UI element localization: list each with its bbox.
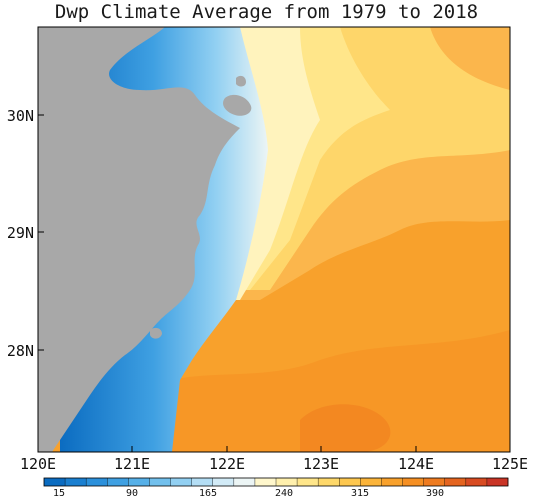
colorbar-swatch <box>360 478 382 486</box>
colorbar-swatch <box>149 478 171 486</box>
colorbar-swatch <box>212 478 235 486</box>
colorbar-swatch <box>86 478 108 486</box>
colorbar-swatch <box>170 478 192 486</box>
colorbar <box>43 477 509 487</box>
lon-label: 121E <box>114 455 150 473</box>
island-zhoushan <box>223 94 252 116</box>
island-small-2 <box>150 327 162 339</box>
lon-label: 120E <box>20 455 56 473</box>
colorbar-swatch <box>318 478 340 486</box>
colorbar-swatch <box>65 478 87 486</box>
lon-label: 122E <box>209 455 245 473</box>
lat-label: 29N <box>7 224 34 242</box>
colorbar-swatch <box>402 478 424 486</box>
colorbar-swatch <box>339 478 361 486</box>
lon-label: 125E <box>492 455 528 473</box>
sea-south-band <box>170 330 510 452</box>
colorbar-label: 315 <box>351 488 369 499</box>
colorbar-label: 390 <box>426 488 444 499</box>
colorbar-swatch <box>254 478 277 486</box>
lon-label: 124E <box>398 455 434 473</box>
colorbar-label: 165 <box>199 488 217 499</box>
colorbar-swatch <box>423 478 446 486</box>
colorbar-swatch <box>107 478 129 486</box>
colorbar-swatch <box>381 478 403 486</box>
colorbar-label: 240 <box>275 488 293 499</box>
colorbar-swatch <box>44 478 66 486</box>
lat-label: 28N <box>7 342 34 360</box>
land-mass <box>38 27 240 452</box>
map-field <box>38 27 510 452</box>
colorbar-label: 90 <box>126 488 138 499</box>
colorbar-swatch <box>276 478 298 486</box>
colorbar-swatch <box>128 478 150 486</box>
colorbar-swatch <box>233 478 256 486</box>
map-title: Dwp Climate Average from 1979 to 2018 <box>54 1 479 23</box>
colorbar-labels: 15 90 165 240 315 390 <box>53 488 444 499</box>
colorbar-swatch <box>486 478 509 486</box>
colorbar-swatch <box>465 478 488 486</box>
colorbar-label: 15 <box>53 488 65 499</box>
lat-axis: 30N 29N 28N <box>7 107 44 360</box>
colorbar-swatch <box>297 478 319 486</box>
lon-label: 123E <box>303 455 339 473</box>
colorbar-swatch <box>191 478 214 486</box>
lon-axis: 120E 121E 122E 123E 124E 125E <box>20 446 528 473</box>
lat-label: 30N <box>7 107 34 125</box>
colorbar-swatch <box>444 478 467 486</box>
island-small-1 <box>236 75 246 87</box>
map-frame <box>37 26 511 453</box>
